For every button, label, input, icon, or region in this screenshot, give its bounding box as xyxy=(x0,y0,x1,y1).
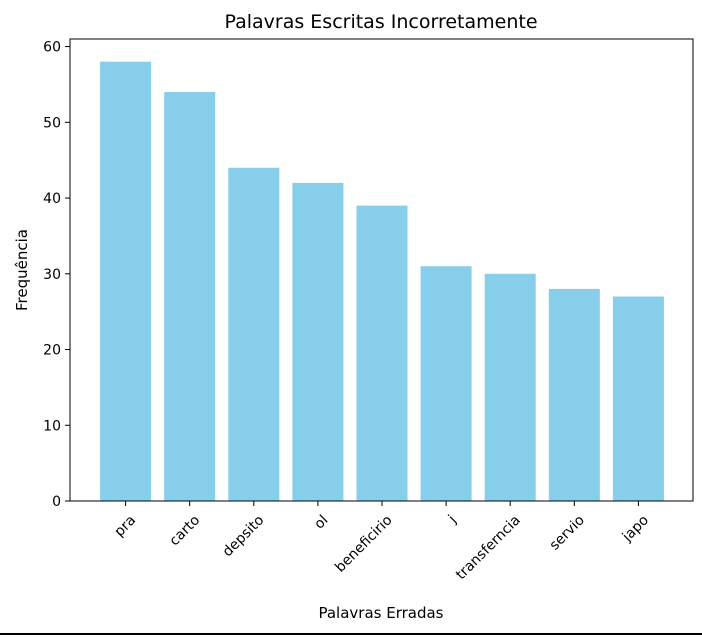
y-tick-label: 30 xyxy=(43,267,61,283)
bar-beneficirio xyxy=(356,205,408,501)
bar-servio xyxy=(548,288,600,501)
bar-carto xyxy=(164,92,216,502)
y-tick-label: 50 xyxy=(43,115,61,131)
bar-transferncia xyxy=(484,273,536,501)
chart-title: Palavras Escritas Incorretamente xyxy=(224,11,537,33)
y-tick-label: 0 xyxy=(52,494,61,510)
bar-j xyxy=(420,266,472,501)
bar-depsito xyxy=(228,167,280,501)
x-axis-label: Palavras Erradas xyxy=(318,604,443,622)
x-tick-label: ol xyxy=(311,512,331,532)
x-tick-label: beneficirio xyxy=(332,512,395,575)
y-tick-label: 10 xyxy=(43,418,61,434)
bar-pra xyxy=(100,61,152,501)
x-tick-label: depsito xyxy=(220,512,268,560)
bar-japo xyxy=(612,296,664,501)
y-axis: 0 10 20 30 40 50 60 xyxy=(43,40,70,510)
x-tick-label: j xyxy=(445,512,460,527)
x-tick-label: pra xyxy=(111,512,139,540)
bar-ol xyxy=(292,182,344,501)
y-tick-label: 20 xyxy=(43,343,61,359)
y-tick-label: 40 xyxy=(43,191,61,207)
x-tick-label: servio xyxy=(547,512,588,553)
y-axis-label: Frequência xyxy=(13,229,31,311)
x-tick-label: transferncia xyxy=(453,512,524,583)
x-axis: pra carto depsito ol beneficirio jtransfernci… xyxy=(111,501,652,583)
bottom-divider xyxy=(0,633,702,635)
x-tick-label: japo xyxy=(619,512,652,545)
bars-group xyxy=(100,61,664,502)
y-tick-label: 60 xyxy=(43,40,61,56)
x-tick-label: carto xyxy=(166,512,203,549)
